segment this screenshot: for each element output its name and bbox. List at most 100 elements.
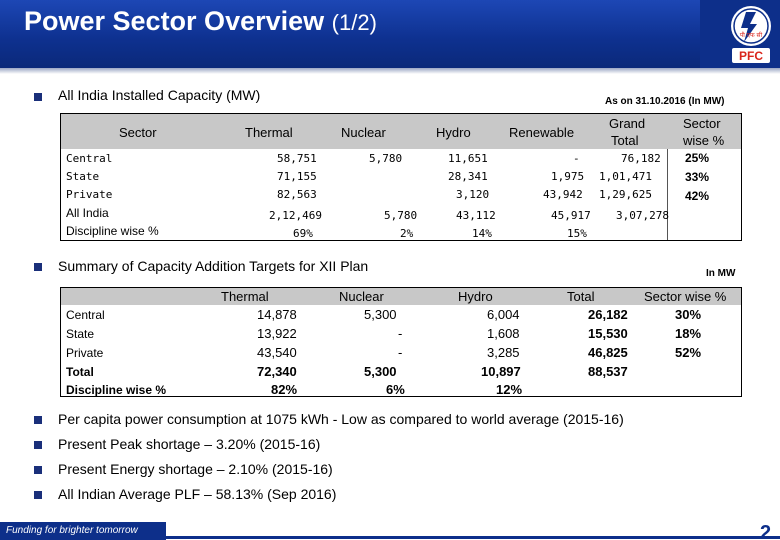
- footer-tagline: Funding for brighter tomorrow: [6, 525, 138, 536]
- bullet-square-icon: [34, 441, 42, 449]
- cell-total: 26,182: [588, 307, 628, 322]
- bullet-square-icon: [34, 416, 42, 424]
- cell-nuclear: 5,300: [364, 364, 397, 379]
- table-row-sector: Private: [66, 188, 113, 201]
- col-sector: Sector: [119, 125, 157, 140]
- column-divider: [667, 149, 668, 240]
- col-sector-wise-2: wise %: [683, 133, 725, 148]
- table-row-sector: Central: [66, 152, 113, 165]
- bullet-per-capita: Per capita power consumption at 1075 kWh…: [58, 411, 624, 427]
- bullet-square-icon: [34, 491, 42, 499]
- cell-nuclear: 2%: [400, 227, 414, 240]
- cell-nuclear: -: [398, 326, 403, 341]
- footer-tagline-box: Funding for brighter tomorrow: [0, 522, 166, 540]
- bullet-square-icon: [34, 93, 42, 101]
- col-sector-wise: Sector wise %: [644, 289, 727, 304]
- cell-hydro: 1,608: [487, 326, 520, 341]
- cell-renewable: 45,917: [551, 209, 591, 222]
- table-row-sector: State: [66, 170, 100, 183]
- cell-thermal: 82%: [271, 382, 298, 397]
- cell-total: 46,825: [588, 345, 628, 360]
- table-row-sector: Discipline wise %: [66, 383, 167, 397]
- page-number: 2: [760, 522, 772, 540]
- table-row-sector: Total: [66, 365, 94, 379]
- cell-hydro: 12%: [496, 382, 523, 397]
- svg-text:PFC: PFC: [739, 49, 763, 63]
- cell-grand-total: 1,29,625: [599, 188, 652, 201]
- footer-line: [166, 536, 780, 539]
- cell-hydro: 3,285: [487, 345, 520, 360]
- cell-renewable: 43,942: [543, 188, 583, 201]
- col-thermal: Thermal: [245, 125, 293, 140]
- cell-nuclear: 5,780: [384, 209, 418, 222]
- cell-nuclear: 6%: [386, 382, 405, 397]
- cell-thermal: 2,12,469: [269, 209, 322, 222]
- bullet-energy-shortage: Present Energy shortage – 2.10% (2015-16…: [58, 461, 333, 477]
- col-grand-total-2: Total: [611, 133, 639, 148]
- cell-renewable: -: [573, 152, 580, 165]
- slide-title: Power Sector Overview (1/2): [24, 6, 377, 37]
- col-nuclear: Nuclear: [339, 289, 384, 304]
- table-row-sector: State: [66, 327, 95, 341]
- cell-thermal: 13,922: [257, 326, 297, 341]
- table-header-row: [61, 114, 741, 149]
- bullet-square-icon: [34, 263, 42, 271]
- cell-nuclear: 5,780: [369, 152, 403, 165]
- col-sector-wise: Sector: [683, 116, 721, 131]
- table-row-sector: Private: [66, 346, 104, 360]
- cell-hydro: 28,341: [448, 170, 488, 183]
- cell-hydro: 3,120: [456, 188, 490, 201]
- cell-sector-wise: 33%: [685, 170, 710, 184]
- title-main: Power Sector Overview: [24, 6, 325, 36]
- cell-sector-wise: 52%: [675, 345, 702, 360]
- cell-grand-total: 76,182: [621, 152, 661, 165]
- cell-thermal: 69%: [293, 227, 313, 240]
- header-shadow: [0, 68, 780, 74]
- cell-grand-total: 3,07,278: [616, 209, 669, 222]
- bullet-square-icon: [34, 466, 42, 474]
- section1-heading: All India Installed Capacity (MW): [58, 87, 261, 103]
- cell-sector-wise: 25%: [685, 151, 710, 165]
- bullet-plf: All Indian Average PLF – 58.13% (Sep 201…: [58, 486, 337, 502]
- cell-sector-wise: 30%: [675, 307, 702, 322]
- col-hydro: Hydro: [458, 289, 493, 304]
- col-total: Total: [567, 289, 595, 304]
- col-grand-total: Grand: [609, 116, 646, 131]
- cell-thermal: 82,563: [277, 188, 317, 201]
- col-renewable: Renewable: [509, 125, 575, 140]
- cell-thermal: 72,340: [257, 364, 297, 379]
- svg-text:पी एफ सी: पी एफ सी: [740, 31, 763, 39]
- unit-note: In MW: [706, 268, 736, 279]
- col-nuclear: Nuclear: [341, 125, 386, 140]
- cell-thermal: 43,540: [257, 345, 297, 360]
- cell-hydro: 10,897: [481, 364, 521, 379]
- cell-total: 15,530: [588, 326, 628, 341]
- cell-thermal: 58,751: [277, 152, 317, 165]
- cell-hydro: 43,112: [456, 209, 496, 222]
- col-thermal: Thermal: [221, 289, 269, 304]
- col-hydro: Hydro: [436, 125, 471, 140]
- cell-sector-wise: 42%: [685, 189, 710, 203]
- title-sub: (1/2): [331, 10, 377, 35]
- cell-nuclear: 5,300: [364, 307, 397, 322]
- slide-header: Power Sector Overview (1/2) पी एफ सी PFC: [0, 0, 780, 70]
- as-on-note: As on 31.10.2016 (In MW): [605, 96, 725, 107]
- table-row-sector: Discipline wise %: [66, 224, 159, 238]
- cell-grand-total: 1,01,471: [599, 170, 652, 183]
- installed-capacity-table: Sector Thermal Nuclear Hydro Renewable G…: [60, 113, 742, 241]
- cell-hydro: 14%: [472, 227, 492, 240]
- table-header-row: [61, 288, 741, 305]
- cell-thermal: 14,878: [257, 307, 297, 322]
- cell-renewable: 15%: [567, 227, 587, 240]
- cell-hydro: 11,651: [448, 152, 488, 165]
- cell-renewable: 1,975: [551, 170, 585, 183]
- cell-nuclear: -: [398, 345, 403, 360]
- header-band: [0, 0, 700, 70]
- capacity-addition-table: Thermal Nuclear Hydro Total Sector wise …: [60, 287, 742, 397]
- cell-total: 88,537: [588, 364, 628, 379]
- cell-hydro: 6,004: [487, 307, 520, 322]
- cell-sector-wise: 18%: [675, 326, 702, 341]
- cell-thermal: 71,155: [277, 170, 317, 183]
- table-row-sector: Central: [66, 308, 105, 322]
- table-row-sector: All India: [66, 206, 109, 220]
